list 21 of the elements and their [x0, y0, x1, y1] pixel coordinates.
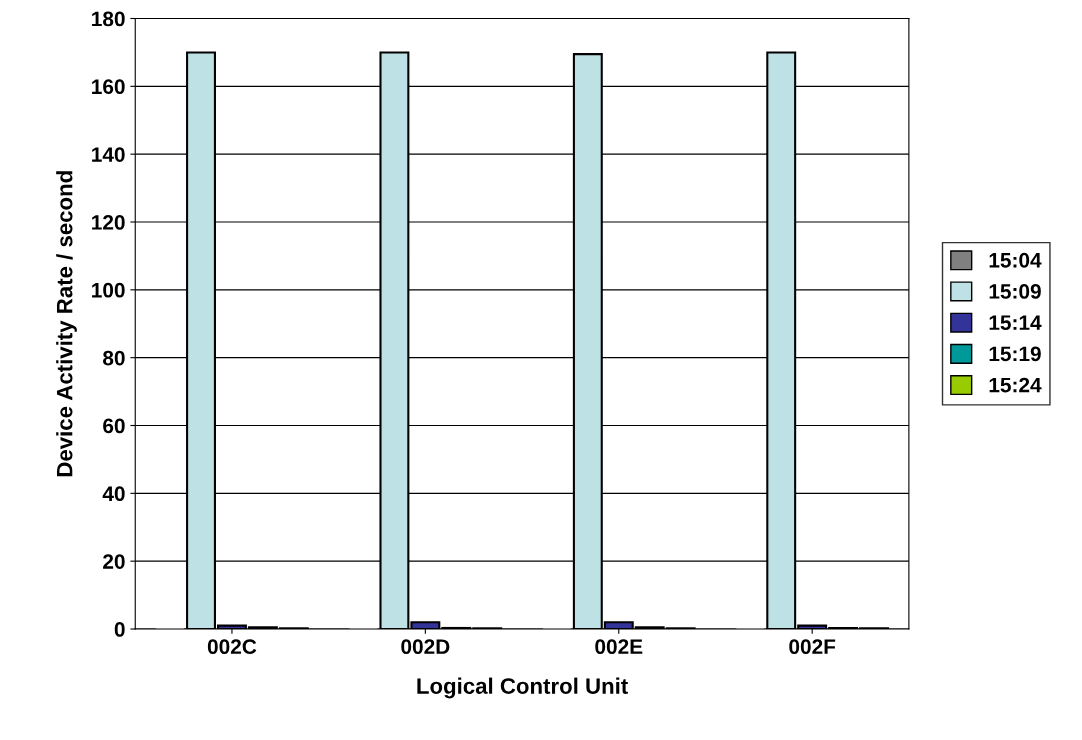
x-tick-label: 002C [207, 639, 257, 655]
legend-label: 15:24 [989, 377, 1042, 393]
y-tick-label: 100 [92, 282, 125, 298]
legend-label: 15:09 [989, 284, 1041, 299]
y-tick-label: 0 [114, 622, 125, 637]
y-tick-label: 80 [103, 350, 125, 366]
x-tick-label: 002F [789, 639, 836, 655]
y-tick-label: 140 [92, 147, 125, 162]
y-tick-label: 180 [92, 11, 125, 27]
legend-label: 15:14 [989, 315, 1042, 331]
legend-label: 15:19 [989, 346, 1041, 362]
y-tick-label: 20 [103, 554, 125, 569]
y-tick-label: 40 [102, 486, 125, 502]
x-tick-label: 002D [401, 639, 450, 655]
y-tick-label: 160 [92, 79, 125, 95]
x-tick-label: 002E [595, 639, 643, 655]
legend-label: 15:04 [989, 252, 1042, 268]
y-axis-title: Device Activity Rate / second [56, 171, 77, 477]
x-axis-title: Logical Control Unit [417, 677, 628, 699]
y-tick-label: 60 [103, 418, 125, 434]
y-tick-label: 120 [92, 215, 125, 230]
